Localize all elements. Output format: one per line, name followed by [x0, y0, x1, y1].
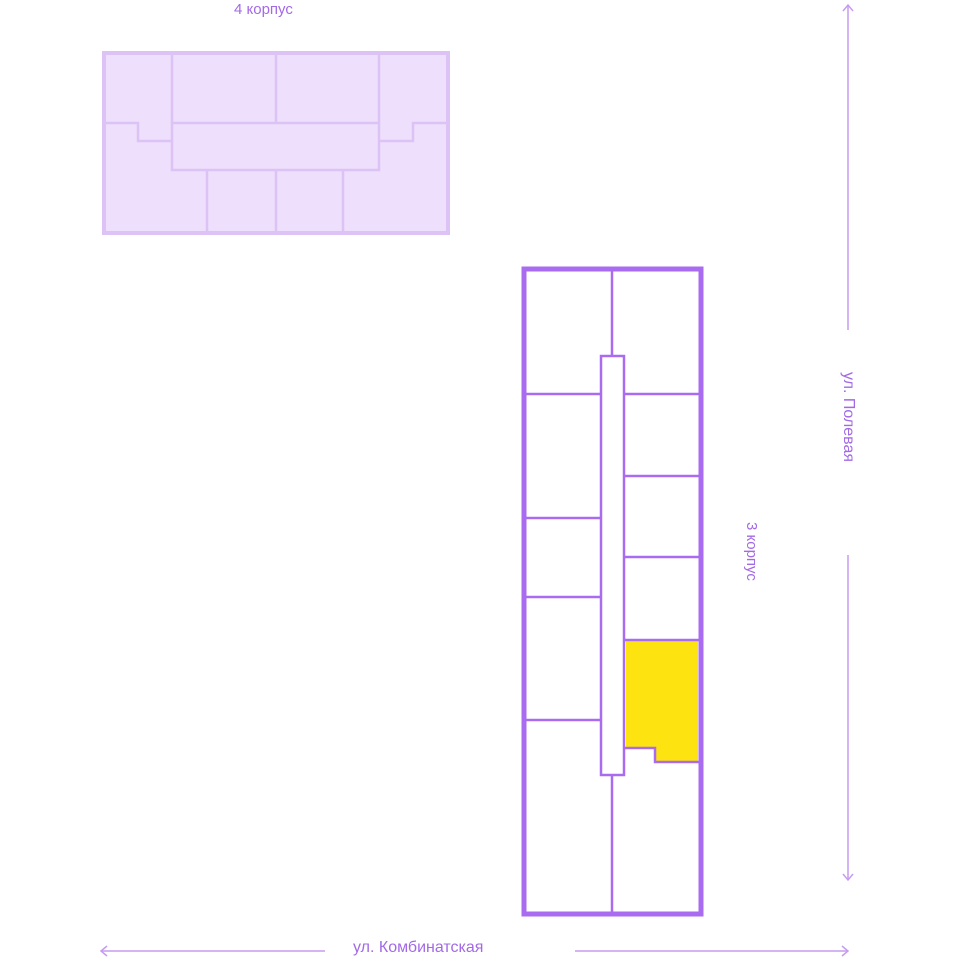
highlighted-apartment[interactable] — [626, 641, 698, 762]
street-label-polevaya: ул. Полевая — [840, 372, 857, 463]
building-3-corridor — [599, 354, 626, 777]
street-label-kombinatskaya: ул. Комбинатская — [353, 939, 484, 956]
building-4-plan[interactable] — [102, 51, 450, 235]
arrow-left-icon — [99, 945, 108, 957]
building-4-label: 4 корпус — [234, 1, 293, 18]
wall — [379, 121, 448, 143]
building-3-plan[interactable] — [521, 266, 704, 917]
building-3-label: 3 корпус — [743, 522, 760, 581]
wall — [104, 121, 172, 143]
arrow-up-icon — [842, 3, 854, 12]
building-3-outline — [521, 266, 704, 917]
arrow-down-icon — [842, 873, 854, 882]
arrow-right-icon — [841, 945, 850, 957]
wall — [624, 746, 700, 764]
